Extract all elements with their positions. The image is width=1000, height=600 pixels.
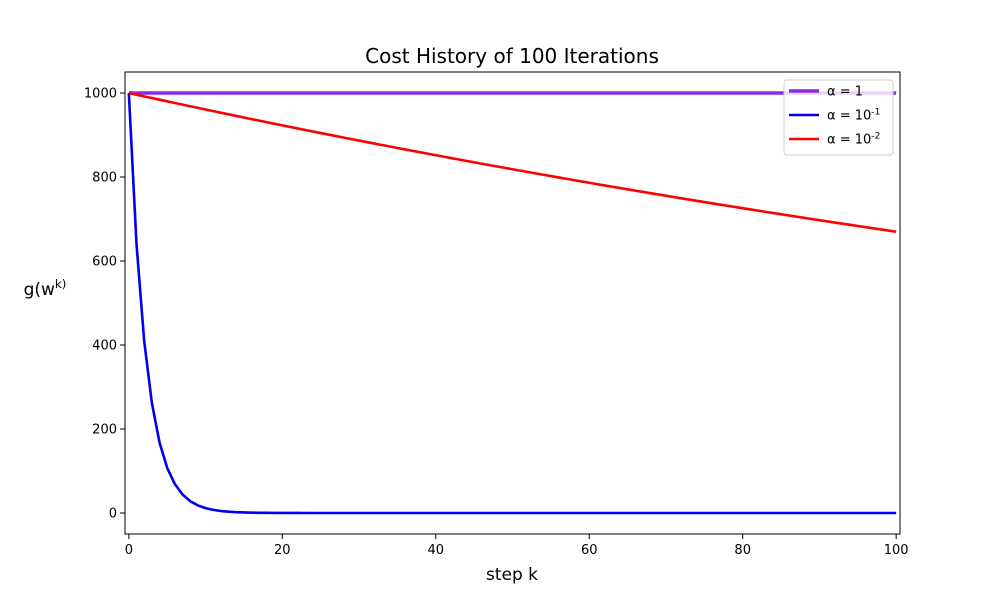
x-tick-label: 20 [274,543,291,558]
legend-label-1: α = 1 [827,85,863,100]
legend-label-2: α = 10-1 [827,108,880,124]
y-tick-label: 800 [92,171,117,186]
x-tick-label: 100 [884,543,909,558]
series-line-3 [128,91,897,233]
y-tick-label: 600 [92,255,117,270]
y-tick-label: 0 [109,507,117,522]
y-tick-label: 200 [92,423,117,438]
x-tick-label: 0 [125,543,133,558]
plot-frame [124,71,901,535]
legend-box [783,79,894,156]
series-line-2 [127,92,897,515]
legend: α = 1 α = 10-1 α = 10-2 [783,79,894,156]
x-tick-label: 60 [581,543,598,558]
chart-title: Cost History of 100 Iterations [365,44,659,68]
legend-label-3: α = 10-2 [827,132,880,148]
x-tick-label: 80 [734,543,751,558]
y-tick-label: 1000 [84,87,117,102]
y-tick-label: 400 [92,339,117,354]
x-axis-label: step k [486,565,538,585]
legend-items: α = 1 α = 10-1 α = 10-2 [789,85,880,148]
y-axis-label: g(wk) [24,277,67,300]
series-layer [127,91,897,515]
x-tick-label: 40 [427,543,444,558]
